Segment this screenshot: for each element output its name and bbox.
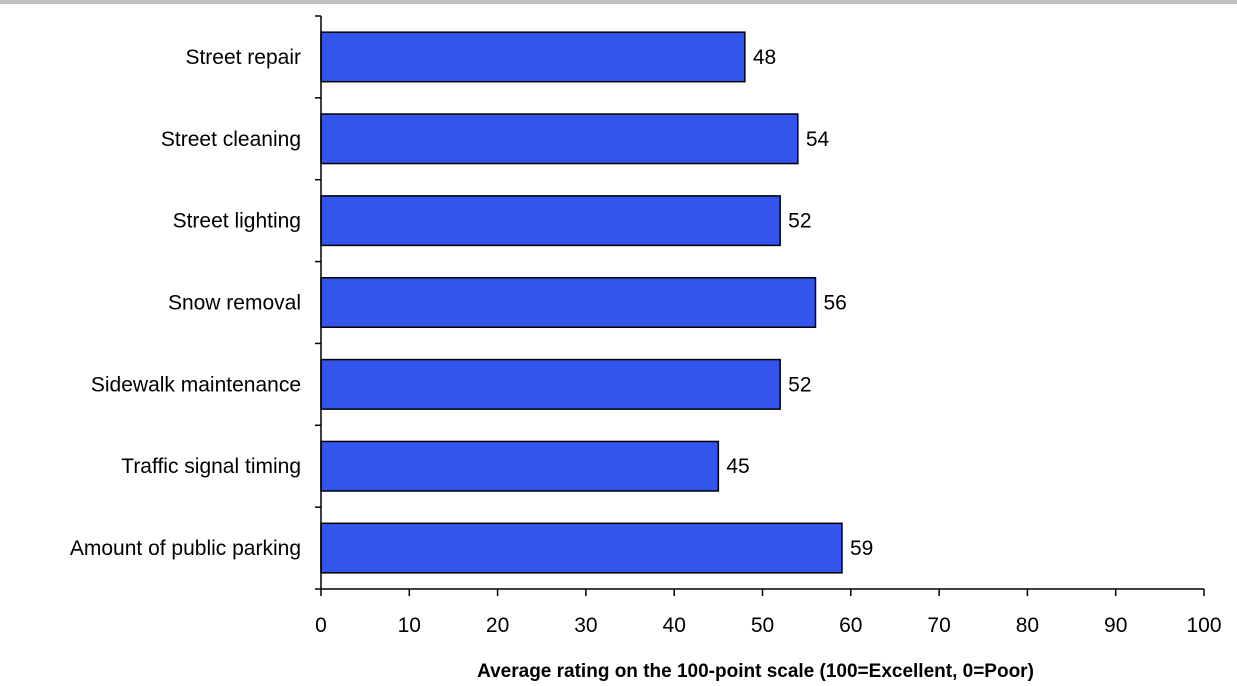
x-tick-label: 80 [1016,614,1039,637]
bar [320,31,746,83]
value-label: 52 [788,373,811,396]
bar [320,195,781,247]
x-ticks-group: 0 10 20 30 40 50 60 70 80 90 100 [315,589,1222,637]
value-label: 45 [726,455,749,478]
category-label: Street cleaning [161,128,301,151]
category-label: Street repair [185,46,301,69]
value-label: 59 [850,537,873,560]
x-tick-label: 10 [398,614,421,637]
category-label: Snow removal [168,292,301,315]
top-border [0,0,1237,4]
category-label: Traffic signal timing [121,455,301,478]
value-label: 48 [753,46,776,69]
x-tick-label: 40 [663,614,686,637]
value-label: 54 [806,128,830,151]
category-label: Street lighting [173,210,301,233]
x-tick-label: 20 [486,614,509,637]
value-label: 52 [788,210,811,233]
x-tick-label: 60 [839,614,862,637]
bar [320,522,843,574]
x-tick-label: 90 [1104,614,1127,637]
bar [320,276,817,329]
category-label: Sidewalk maintenance [91,373,301,396]
bar [320,358,781,410]
bars-group [320,31,843,574]
category-label: Amount of public parking [70,537,301,560]
category-labels-group: Street repair Street cleaning Street light… [70,46,301,560]
x-tick-label: 30 [574,614,597,637]
bar [320,113,799,165]
x-axis-title: Average rating on the 100-point scale (1… [477,661,1034,682]
x-tick-label: 70 [927,614,950,637]
x-tick-label: 50 [751,614,774,637]
value-label: 56 [823,292,846,315]
x-tick-label: 0 [315,614,327,637]
bar [320,440,720,492]
value-labels-group: 48 54 52 56 52 45 59 [726,46,873,560]
x-tick-label: 100 [1186,614,1221,637]
